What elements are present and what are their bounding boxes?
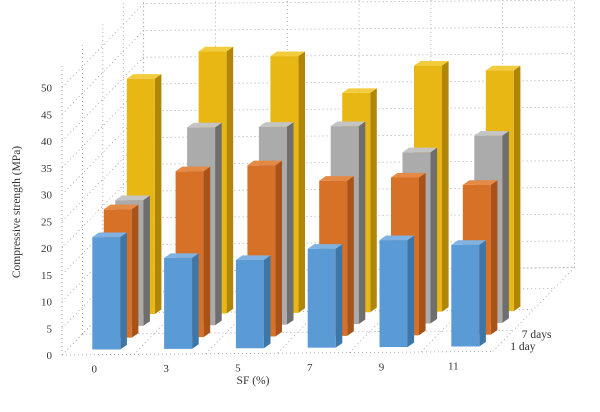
bar-side [298, 51, 306, 313]
y-tick-10: 10 [41, 297, 53, 309]
depth-label-1: 7 days [522, 329, 552, 341]
x-tick-9: 9 [379, 361, 385, 373]
y-tick-labels: 0 5 10 15 20 25 30 35 40 45 50 [41, 83, 53, 363]
bar-front [164, 257, 193, 349]
bar-side [370, 88, 377, 313]
bar-r0-c2 [235, 255, 271, 349]
x-tick-0: 0 [92, 364, 98, 376]
y-tick-25: 25 [41, 216, 53, 228]
y-axis-title: Compressive strength (MPa) [11, 146, 23, 278]
x-tick-7: 7 [307, 362, 313, 374]
bar-side [407, 235, 415, 348]
bar-r1-c2 [247, 160, 283, 337]
bar-top [379, 235, 415, 241]
bar-top [247, 160, 283, 166]
bar-r0-c4 [379, 235, 415, 348]
bar-r0-c0 [92, 232, 127, 350]
bar-side [335, 244, 343, 348]
bar-top [451, 240, 486, 245]
bar-top [198, 46, 234, 52]
bar-top [342, 88, 377, 93]
y-tick-30: 30 [41, 190, 53, 202]
bar-top [319, 176, 354, 181]
bar-top [164, 253, 199, 258]
bar-top [126, 74, 162, 79]
bar-top [115, 195, 150, 201]
x-tick-3: 3 [163, 363, 169, 375]
depth-label-0: 1 day [510, 341, 535, 353]
bar-top [474, 131, 509, 136]
y-tick-40: 40 [41, 136, 53, 148]
bar-side [347, 176, 354, 336]
bars [92, 46, 521, 350]
bar-side [263, 255, 271, 349]
bar-side [192, 253, 199, 349]
y-tick-15: 15 [41, 270, 53, 282]
bar-top [103, 204, 139, 210]
bar-side [430, 147, 438, 324]
bar-side [120, 232, 127, 350]
bar-side [442, 60, 449, 312]
bar-r0-c3 [307, 244, 343, 348]
bar-front [307, 248, 336, 348]
bar-top [92, 232, 127, 238]
x-tick-11: 11 [448, 361, 459, 373]
bar-side [502, 131, 509, 323]
bar-top [270, 51, 306, 57]
y-tick-45: 45 [41, 109, 53, 121]
bar-top [235, 255, 271, 261]
bar-side [513, 65, 521, 312]
bar-top [402, 147, 438, 153]
bar-front [379, 240, 408, 348]
y-tick-50: 50 [41, 83, 53, 95]
bar-top [414, 60, 449, 66]
bar-side [490, 180, 498, 335]
bar-r0-c5 [451, 240, 486, 347]
bar-top [187, 122, 222, 128]
bar-front [451, 244, 480, 347]
x-tick-labels: 0 3 5 7 9 11 [92, 361, 459, 376]
bar-top [462, 180, 498, 185]
bar-r0-c1 [164, 253, 199, 349]
x-tick-5: 5 [235, 363, 241, 375]
x-axis-title: SF (%) [237, 375, 270, 387]
bar-side [203, 166, 211, 338]
bar-side [358, 121, 366, 325]
bar-top [307, 244, 343, 249]
y-tick-35: 35 [41, 163, 53, 175]
bar-side [131, 204, 139, 338]
bar-side [419, 172, 426, 336]
bar-side [226, 46, 234, 314]
bar-top [258, 122, 294, 127]
y-tick-20: 20 [41, 243, 53, 255]
bar-side [154, 74, 162, 315]
bar-side [275, 160, 283, 337]
bar-side [143, 195, 150, 326]
bar-top [391, 172, 426, 178]
bar-top [330, 121, 366, 127]
bar-top [485, 65, 521, 71]
bar-front [235, 260, 264, 349]
bar-side [479, 240, 486, 347]
bar-front [92, 237, 121, 350]
y-tick-5: 5 [47, 323, 53, 335]
bar-side [215, 122, 222, 326]
bar-top [175, 166, 211, 172]
bar-side [286, 122, 294, 325]
y-tick-0: 0 [47, 350, 53, 362]
